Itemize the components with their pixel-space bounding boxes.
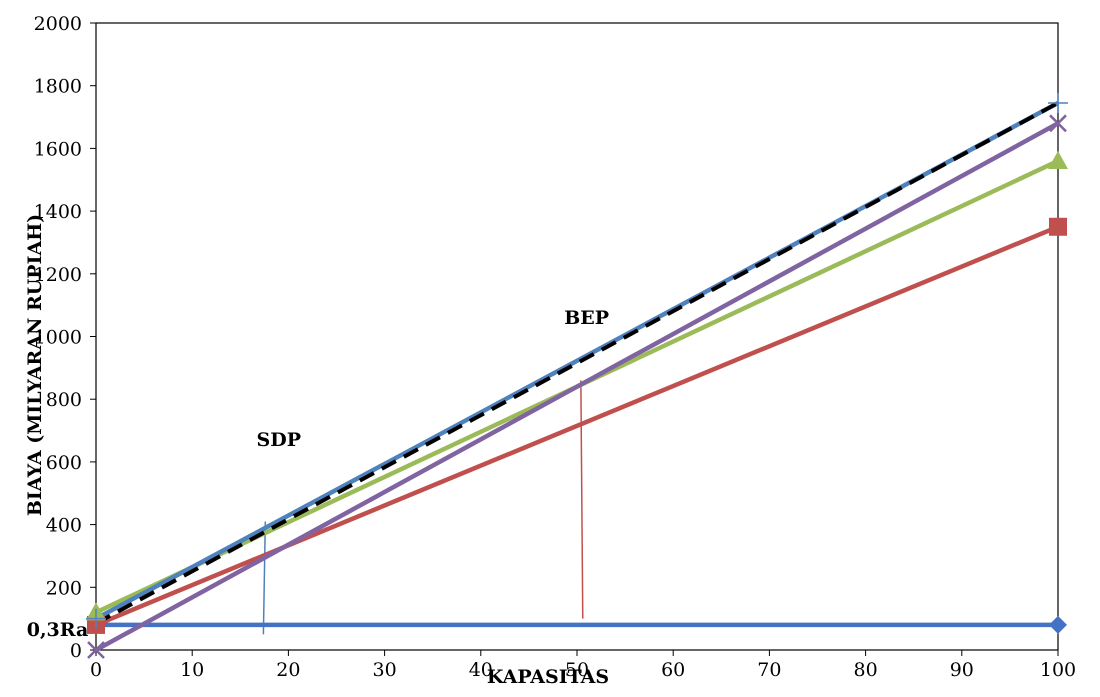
fixed-cost-annotation: 0,3Ra bbox=[27, 619, 89, 641]
x-tick-label: 0 bbox=[90, 659, 102, 681]
markers-layer bbox=[86, 92, 1068, 659]
labels-layer: KAPASITAS BIAYA (MILYARAN RUPIAH) SDP BE… bbox=[24, 214, 609, 688]
series-2-point-1 bbox=[1048, 150, 1068, 169]
series-line-5 bbox=[95, 101, 1059, 626]
reference-lines-layer bbox=[262, 380, 584, 635]
y-tick-label: 600 bbox=[46, 452, 82, 474]
reference-line-1 bbox=[580, 380, 584, 619]
series-layer bbox=[94, 100, 1060, 652]
y-tick-label: 1000 bbox=[34, 327, 82, 349]
y-tick-label: 200 bbox=[46, 577, 82, 599]
x-tick-label: 30 bbox=[373, 659, 397, 681]
series-0-point-1 bbox=[1049, 615, 1067, 634]
x-tick-label: 20 bbox=[276, 659, 300, 681]
y-tick-label: 0 bbox=[70, 640, 82, 662]
y-tick-label: 2000 bbox=[34, 13, 82, 35]
y-tick-label: 1800 bbox=[34, 76, 82, 98]
x-axis-title: KAPASITAS bbox=[487, 666, 609, 688]
sdp-annotation: SDP bbox=[257, 429, 302, 451]
series-3-point-1 bbox=[1049, 114, 1067, 133]
y-axis-title: BIAYA (MILYARAN RUPIAH) bbox=[24, 214, 46, 516]
bep-annotation: BEP bbox=[564, 307, 609, 329]
y-tick-label: 1200 bbox=[34, 264, 82, 286]
series-1-point-1 bbox=[1049, 217, 1067, 236]
y-tick-label: 800 bbox=[46, 389, 82, 411]
x-tick-label: 90 bbox=[950, 659, 974, 681]
series-3-point-0 bbox=[87, 641, 105, 659]
series-4-point-0 bbox=[86, 608, 106, 629]
series-line-3 bbox=[94, 121, 1060, 652]
reference-line-0 bbox=[262, 521, 267, 635]
y-tick-label: 400 bbox=[46, 515, 82, 537]
x-tick-label: 40 bbox=[469, 659, 493, 681]
x-tick-label: 60 bbox=[661, 659, 685, 681]
x-tick-label: 80 bbox=[854, 659, 878, 681]
x-tick-label: 50 bbox=[565, 659, 589, 681]
x-tick-label: 70 bbox=[757, 659, 781, 681]
axes-layer: 0 10 20 30 40 50 60 70 80 90 100020040060080010001… bbox=[34, 13, 1076, 681]
series-4-point-1 bbox=[1048, 92, 1068, 113]
y-tick-label: 1600 bbox=[34, 138, 82, 160]
x-tick-label: 100 bbox=[1040, 659, 1076, 681]
series-line-1 bbox=[95, 224, 1059, 627]
x-tick-label: 10 bbox=[180, 659, 204, 681]
y-tick-label: 1400 bbox=[34, 201, 82, 223]
